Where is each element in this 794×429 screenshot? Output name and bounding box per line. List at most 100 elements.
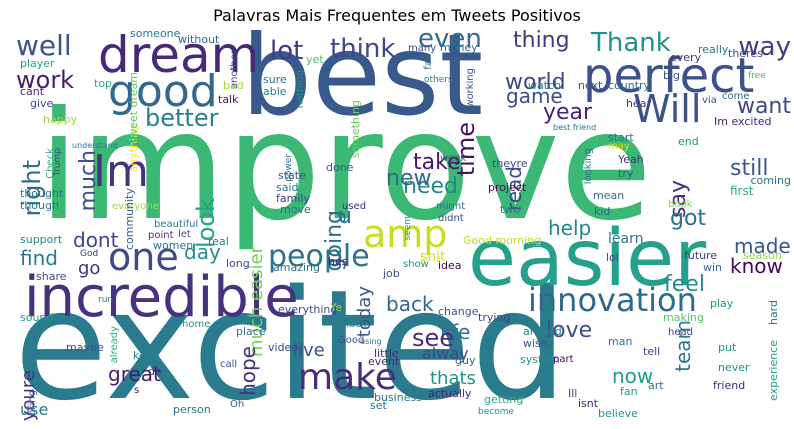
word-without: without [178,33,220,46]
word-isnt: isnt [578,397,599,410]
word-sweet-dream: sweet dream [127,72,140,144]
chart-title: Palavras Mais Frequentes em Tweets Posit… [213,6,581,25]
word-support: support [20,233,63,246]
word-even: even [418,30,482,54]
word-wish: wish [523,337,548,350]
word-hes: hes [328,255,348,268]
word-experience: experience [767,340,780,401]
word-coming: coming [750,174,791,187]
word-win: win [703,261,723,274]
word-maybe: maybe [66,341,104,354]
word-one: one [108,235,179,279]
word-now: now [612,364,654,388]
word-seem: seem [403,216,413,241]
word-life: life [440,320,471,344]
word-year: year [543,100,593,125]
word-much: much [76,150,101,212]
word-via: via [702,95,717,106]
word-lot: lot [270,36,304,66]
word-said: said [276,181,299,194]
word-making: making [663,311,704,324]
word-believe: believe [598,407,638,420]
word-fan: fan [620,385,638,398]
word-sure: sure [263,73,287,86]
word-excited: excited [14,257,568,422]
word-used: used [342,201,367,212]
word-work: work [16,66,75,94]
word-incredible: incredible [24,265,299,330]
word-real: real [208,235,229,248]
word-call: call [220,359,238,370]
word-new: new [386,166,432,191]
word-part: part [553,354,574,365]
word-innovation: innovation [528,281,697,319]
word-god: God [80,249,99,259]
word-free: free [748,71,766,81]
word-thought: thought [20,187,64,200]
word-first: first [730,184,754,198]
word-guy: guy [455,354,476,367]
word-much-easier: much easier [246,246,267,357]
word-kid: kid [594,205,611,218]
word-thing: thing [513,30,570,53]
word-using: using [360,337,382,346]
word-perfect: perfect [583,48,755,104]
word-money: money [440,41,478,54]
word-state: state [278,169,306,182]
word-country: country [608,79,651,92]
word-help: help [548,216,592,240]
word-ill: Ill [568,387,578,400]
word-put: put [718,341,737,354]
word-looking: looking [583,148,594,185]
word-hard: hard [767,300,780,326]
word-set: set [370,399,387,412]
word-keep: keep [133,349,160,362]
word-shit: shit [420,249,446,265]
word-yet: yet [306,53,324,66]
word-great: great [108,362,161,386]
word-love: love [546,318,593,343]
word-game: game [506,84,563,108]
word-already: already [109,326,120,364]
word-every: every [670,51,702,64]
word-u: u [338,204,352,229]
word-everyone: everyone [112,201,159,212]
word-luck: luck [346,319,367,330]
word-hope: hope [236,346,260,396]
word-well: well [16,30,72,62]
word-home: home [182,319,211,330]
word-lol: lol [606,251,619,264]
word-community: community [123,188,136,251]
word-man: man [608,335,633,348]
word-person: person [173,403,211,416]
word-im-excited: Im excited [714,115,772,128]
word-watch: watch [528,79,562,92]
word-become: become [478,407,515,417]
word-actually: actually [428,387,472,400]
word-thank: Thank [591,30,671,58]
word-good-2: Good [338,335,365,346]
word-family: family [276,192,310,205]
word-little: little [374,347,399,360]
word-long: long [226,257,250,270]
word-might: might [436,201,466,212]
word-show: show [403,259,429,270]
word-back: back [386,292,434,316]
word-beautiful: beautiful [154,219,199,230]
word-dream: dream [98,30,260,84]
word-tell: tell [643,345,661,358]
word-future: future [684,249,718,262]
word-play: play [710,297,734,310]
word-talk: talk [218,93,239,106]
word-book: book [668,199,693,210]
word-way: way [738,32,791,62]
word-better: better [145,104,219,132]
word-alway: alway [422,344,469,363]
word-nothing: nothing [295,70,306,109]
word-run: run [98,295,114,305]
word-season: season [743,249,782,262]
word-best-friend: best friend [553,123,597,132]
word-need: need [403,174,458,199]
word-good-morning: Good morning [463,234,542,247]
word-art: art [648,379,664,392]
